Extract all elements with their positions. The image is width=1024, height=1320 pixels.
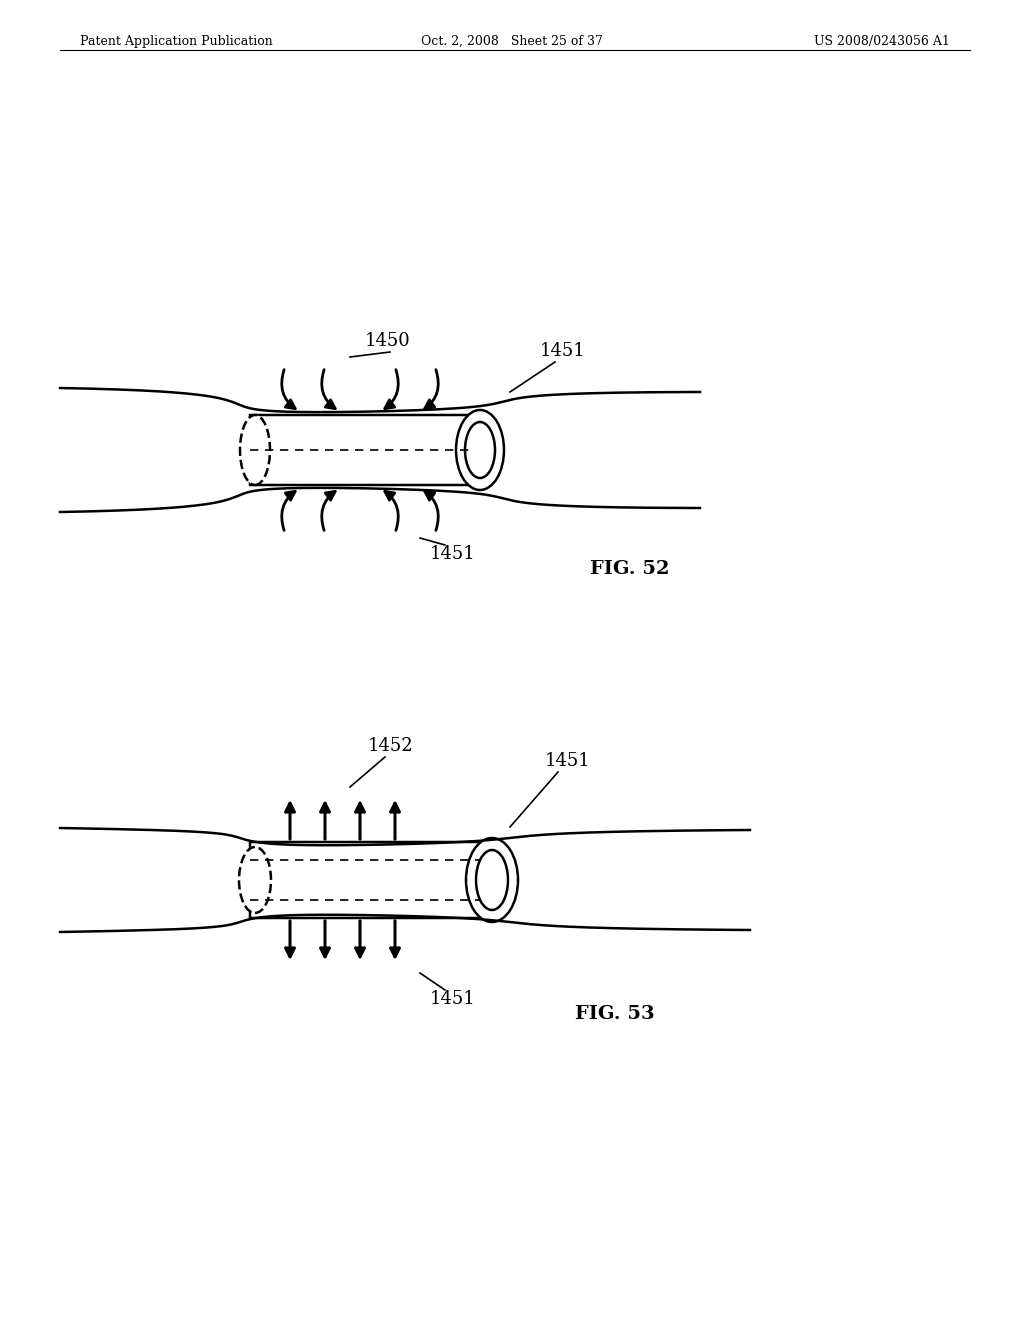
Text: 1452: 1452 bbox=[368, 737, 414, 755]
Ellipse shape bbox=[240, 414, 270, 484]
Ellipse shape bbox=[465, 422, 495, 478]
Text: Oct. 2, 2008   Sheet 25 of 37: Oct. 2, 2008 Sheet 25 of 37 bbox=[421, 36, 603, 48]
Text: 1451: 1451 bbox=[545, 752, 591, 770]
Text: US 2008/0243056 A1: US 2008/0243056 A1 bbox=[814, 36, 950, 48]
Text: FIG. 52: FIG. 52 bbox=[590, 560, 670, 578]
FancyBboxPatch shape bbox=[250, 842, 480, 917]
Text: 1450: 1450 bbox=[365, 333, 411, 350]
Text: Patent Application Publication: Patent Application Publication bbox=[80, 36, 272, 48]
Text: FIG. 53: FIG. 53 bbox=[575, 1005, 654, 1023]
Text: 1451: 1451 bbox=[540, 342, 586, 360]
Ellipse shape bbox=[456, 411, 504, 490]
Text: 1451: 1451 bbox=[430, 990, 476, 1008]
Ellipse shape bbox=[239, 847, 271, 913]
Ellipse shape bbox=[476, 850, 508, 909]
FancyBboxPatch shape bbox=[250, 414, 470, 484]
Ellipse shape bbox=[466, 838, 518, 921]
Text: 1451: 1451 bbox=[430, 545, 476, 564]
